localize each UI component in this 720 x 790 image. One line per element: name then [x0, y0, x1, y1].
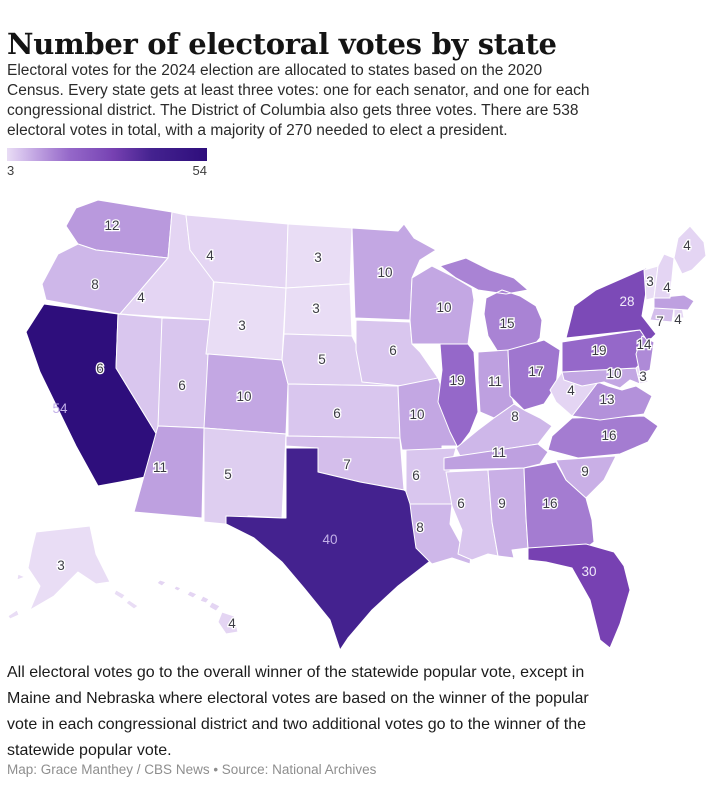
text-line: electoral votes in total, with a majorit…	[7, 122, 508, 139]
state-label-TN: 11	[492, 445, 506, 460]
text-line: Maine and Nebraska where electoral votes…	[7, 690, 589, 707]
state-IL	[437, 343, 479, 449]
state-FL	[527, 543, 631, 649]
state-label-NM: 5	[224, 467, 232, 482]
state-label-FL: 30	[581, 564, 596, 579]
state-label-CA: 54	[52, 401, 68, 416]
state-TN	[443, 443, 549, 471]
text-line: Census. Every state gets at least three …	[7, 82, 590, 99]
state-SC	[555, 455, 617, 499]
state-label-LA: 8	[416, 520, 424, 535]
state-label-MT: 4	[206, 248, 214, 263]
state-label-TX: 40	[322, 532, 337, 547]
legend-min-label: 3	[7, 163, 15, 178]
state-MN	[351, 223, 437, 321]
state-label-AK: 3	[57, 558, 65, 573]
state-label-NH: 4	[663, 280, 671, 295]
state-label-CO: 10	[236, 389, 251, 404]
state-KS	[287, 383, 401, 439]
state-NM	[203, 427, 287, 527]
state-label-DE: 3	[639, 369, 647, 384]
state-label-WA: 12	[104, 218, 119, 233]
state-AZ	[133, 425, 205, 519]
legend-gradient-bar	[7, 148, 207, 161]
state-label-CT: 7	[656, 314, 664, 329]
state-WY	[205, 281, 287, 361]
state-MI	[439, 257, 543, 353]
state-NH	[653, 253, 675, 299]
state-label-IN: 11	[488, 374, 502, 389]
state-label-VA: 13	[599, 392, 614, 407]
state-CO	[203, 353, 289, 435]
state-WI	[409, 265, 475, 345]
state-label-OR: 8	[91, 277, 99, 292]
state-label-HI: 4	[228, 616, 236, 631]
state-label-ND: 3	[314, 250, 322, 265]
state-UT	[157, 317, 213, 429]
state-label-RI: 4	[674, 312, 682, 327]
text-line: congressional district. The District of …	[7, 102, 579, 119]
state-label-AL: 9	[498, 496, 506, 511]
state-label-WY: 3	[238, 318, 246, 333]
state-label-NC: 16	[601, 428, 616, 443]
state-label-MD: 10	[606, 366, 621, 381]
legend-max-label: 54	[192, 163, 207, 178]
state-label-PA: 19	[591, 343, 606, 358]
state-NY	[565, 267, 657, 343]
state-OR	[41, 243, 169, 315]
state-label-UT: 6	[178, 378, 186, 393]
text-line: All electoral votes go to the overall wi…	[7, 664, 585, 681]
state-ME	[673, 225, 707, 275]
state-label-NY: 28	[619, 294, 634, 309]
legend-labels: 3 54	[7, 163, 207, 178]
state-LA	[409, 503, 473, 565]
page-title: Number of electoral votes by state	[7, 27, 557, 62]
state-label-MN: 10	[377, 265, 392, 280]
state-label-MO: 10	[409, 407, 424, 422]
state-label-OK: 7	[343, 457, 351, 472]
subtitle: Electoral votes for the 2024 election ar…	[7, 61, 713, 141]
state-label-AR: 6	[412, 468, 420, 483]
state-label-KS: 6	[333, 406, 341, 421]
state-label-SC: 9	[581, 464, 589, 479]
state-label-KY: 8	[511, 409, 519, 424]
state-label-OH: 17	[528, 364, 543, 379]
state-label-ME: 4	[683, 238, 691, 253]
state-label-MS: 6	[457, 496, 465, 511]
state-label-IA: 6	[389, 343, 397, 358]
state-label-NV: 6	[96, 361, 104, 376]
state-label-GA: 16	[542, 496, 557, 511]
state-label-ID: 4	[137, 290, 145, 305]
state-TX	[225, 447, 435, 651]
state-label-WI: 10	[436, 300, 451, 315]
state-label-MI: 15	[499, 316, 514, 331]
state-label-NE: 5	[318, 352, 326, 367]
us-map: 1285446611431053356740106106810191511178…	[7, 199, 707, 651]
state-label-SD: 3	[312, 301, 320, 316]
state-NJ	[635, 335, 655, 375]
state-label-NJ: 14	[636, 337, 652, 352]
footnote: All electoral votes go to the overall wi…	[7, 660, 717, 764]
text-line: statewide popular vote.	[7, 742, 172, 759]
state-label-WV: 4	[567, 383, 575, 398]
color-legend: 3 54	[7, 148, 207, 178]
state-MA	[653, 294, 695, 311]
attribution: Map: Grace Manthey / CBS News • Source: …	[7, 762, 377, 777]
state-OH	[507, 339, 561, 411]
text-line: Electoral votes for the 2024 election ar…	[7, 62, 543, 79]
state-AK	[7, 525, 139, 620]
state-HI	[156, 579, 239, 635]
state-label-VT: 3	[646, 274, 654, 289]
text-line: vote in each congressional district and …	[7, 716, 587, 733]
state-label-IL: 19	[449, 373, 464, 388]
state-label-AZ: 11	[153, 460, 167, 475]
